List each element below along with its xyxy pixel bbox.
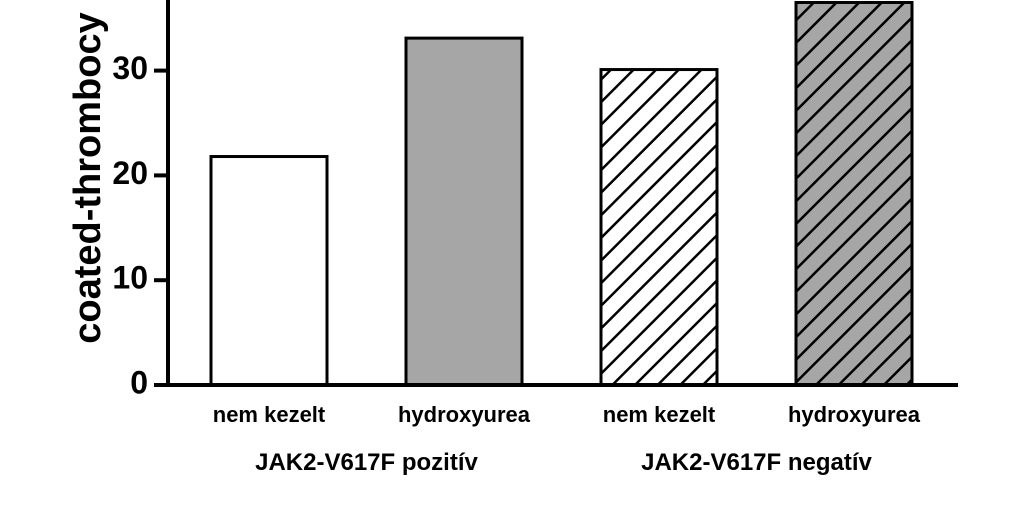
category-label: nem kezelt — [603, 402, 716, 427]
bar-3 — [794, 0, 914, 387]
y-tick-label: 10 — [112, 260, 148, 296]
group-label: JAK2-V617F negatív — [641, 449, 872, 476]
y-axis-title: coated-thrombocy — [67, 12, 109, 343]
bar-0 — [209, 155, 329, 387]
category-label: hydroxyurea — [398, 402, 531, 427]
category-label: nem kezelt — [213, 402, 326, 427]
category-label: hydroxyurea — [788, 402, 921, 427]
bar-2 — [599, 68, 719, 387]
y-tick-label: 20 — [112, 155, 148, 191]
bar-1 — [404, 36, 524, 387]
y-tick-label: 0 — [130, 364, 148, 400]
y-tick-label: 30 — [112, 50, 148, 86]
group-label: JAK2-V617F pozitív — [255, 449, 478, 476]
